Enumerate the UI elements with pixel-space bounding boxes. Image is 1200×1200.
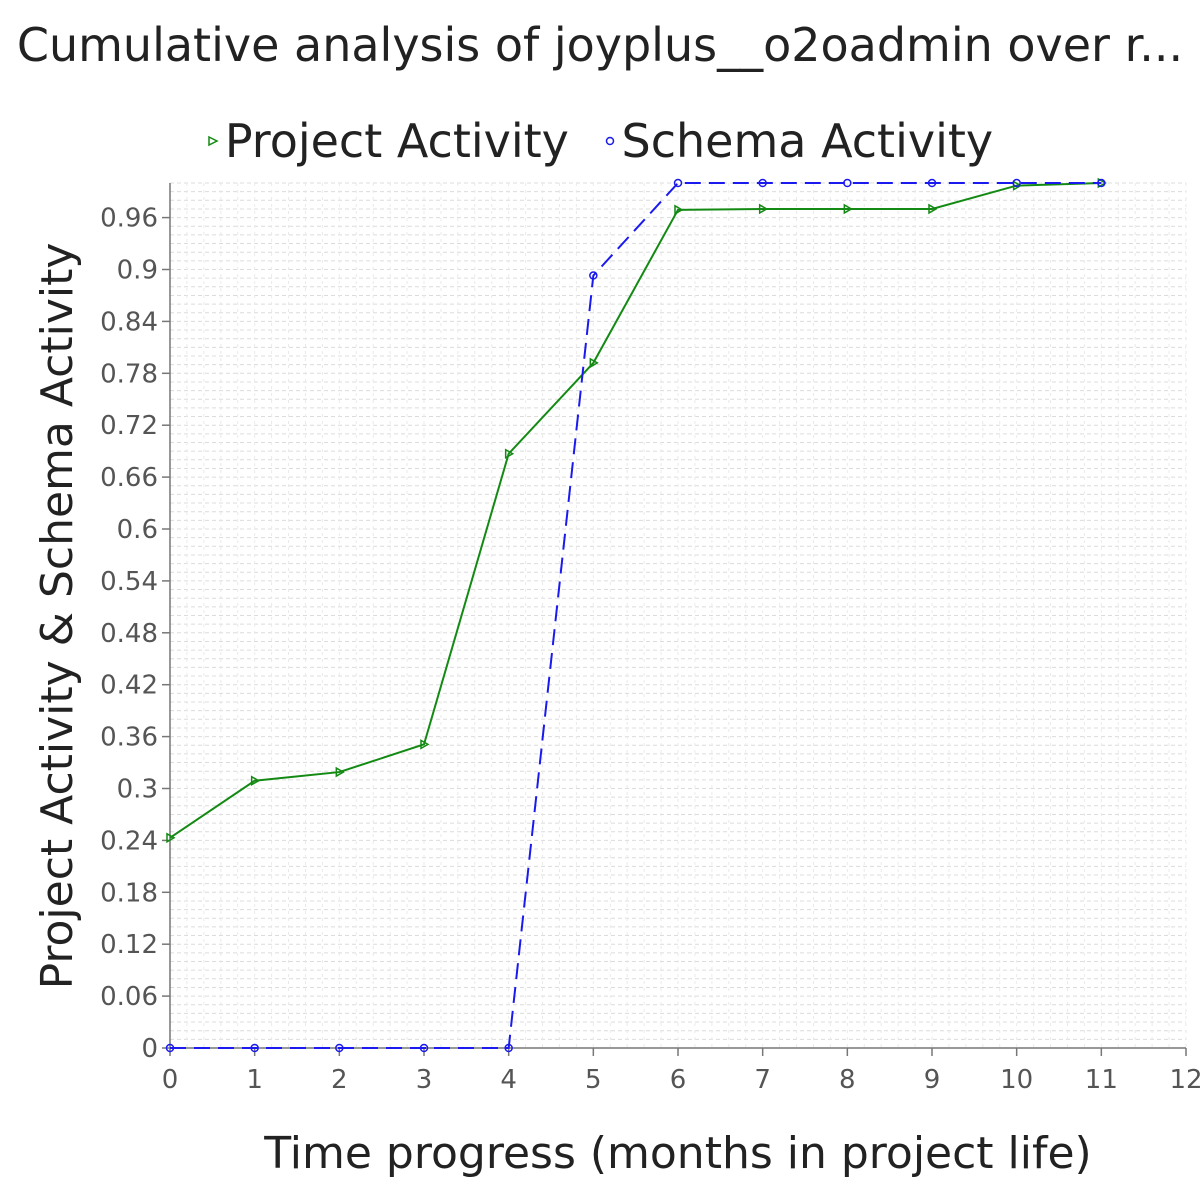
data-point-schema-activity — [1012, 178, 1021, 188]
data-point-schema-activity — [250, 1043, 259, 1053]
data-point-project-activity — [758, 203, 769, 215]
y-tick-label: 0.6 — [117, 515, 158, 545]
x-tick-label: 2 — [331, 1065, 348, 1095]
data-point-project-activity — [504, 448, 515, 460]
data-point-schema-activity — [589, 271, 598, 280]
x-axis-label: Time progress (months in project life) — [263, 1128, 1091, 1179]
y-tick-label: 0.24 — [100, 826, 158, 856]
legend-item-schema-activity: Schema Activity — [604, 114, 994, 168]
y-tick-label: 0.66 — [100, 463, 158, 493]
x-tick-label: 10 — [1000, 1065, 1033, 1095]
y-tick-label: 0.72 — [100, 411, 158, 441]
data-point-schema-activity — [1097, 178, 1106, 188]
x-tick-label: 12 — [1169, 1065, 1200, 1095]
axes — [162, 183, 1187, 1056]
data-point-project-activity — [166, 832, 176, 844]
chart-title: Cumulative analysis of joyplus__o2oadmin… — [16, 18, 1184, 72]
y-tick-label: 0.84 — [100, 307, 158, 337]
y-tick-label: 0.42 — [100, 671, 158, 701]
legend-marker-triangle-icon — [208, 135, 219, 147]
grid — [169, 182, 1187, 1049]
legend: Project Activity Schema Activity — [0, 104, 1200, 168]
data-point-project-activity — [250, 775, 261, 787]
y-tick-label: 0 — [141, 1034, 158, 1064]
data-point-schema-activity — [758, 178, 767, 188]
y-tick-label: 0.36 — [100, 723, 158, 753]
x-tick-label: 8 — [839, 1065, 856, 1095]
data-point-project-activity — [589, 357, 599, 369]
data-point-schema-activity — [673, 178, 683, 188]
data-point-project-activity — [928, 203, 938, 215]
x-tick-label: 9 — [924, 1065, 941, 1095]
y-axis-label: Project Activity & Schema Activity — [32, 243, 83, 990]
data-point-project-activity — [420, 739, 430, 750]
y-tick-label: 0.54 — [100, 567, 158, 597]
data-point-schema-activity — [927, 178, 937, 188]
y-tick-label: 0.48 — [100, 619, 158, 649]
x-tick-label: 7 — [754, 1065, 771, 1095]
data-point-project-activity — [335, 766, 345, 778]
y-tick-label: 0.06 — [100, 982, 158, 1012]
data-point-schema-activity — [335, 1043, 344, 1053]
y-tick-label: 0.18 — [100, 878, 158, 908]
legend-label-project-activity: Project Activity — [224, 114, 569, 168]
legend-label-schema-activity: Schema Activity — [621, 114, 994, 168]
legend-item-project-activity: Project Activity — [207, 114, 569, 168]
data-point-project-activity — [843, 203, 853, 215]
series-line-schema-activity — [170, 182, 1102, 1049]
x-tick-label: 11 — [1085, 1065, 1118, 1095]
data-point-schema-activity — [504, 1043, 513, 1053]
data-point-schema-activity — [165, 1043, 175, 1053]
x-tick-label: 3 — [416, 1065, 433, 1095]
x-tick-label: 6 — [670, 1065, 687, 1095]
y-tick-label: 0.3 — [117, 775, 158, 805]
y-tick-label: 0.9 — [117, 256, 158, 286]
x-tick-label: 0 — [162, 1065, 179, 1095]
y-tick-label: 0.96 — [100, 204, 158, 234]
x-tick-label: 1 — [246, 1065, 263, 1095]
tick-labels: 0 0.06 0.12 0.18 0.24 0.3 0.36 0.42 0.48 0.54 0.6 0… — [100, 204, 1200, 1095]
series-line-project-activity — [169, 182, 1102, 839]
data-point-schema-activity — [843, 178, 852, 188]
series-lines — [165, 177, 1107, 1053]
y-tick-label: 0.12 — [100, 930, 158, 960]
x-tick-label: 5 — [585, 1065, 602, 1095]
x-tick-label: 4 — [500, 1065, 517, 1095]
data-point-schema-activity — [419, 1043, 429, 1053]
data-point-project-activity — [674, 204, 684, 216]
legend-marker-circle-icon — [605, 136, 614, 146]
y-tick-label: 0.78 — [100, 359, 158, 389]
